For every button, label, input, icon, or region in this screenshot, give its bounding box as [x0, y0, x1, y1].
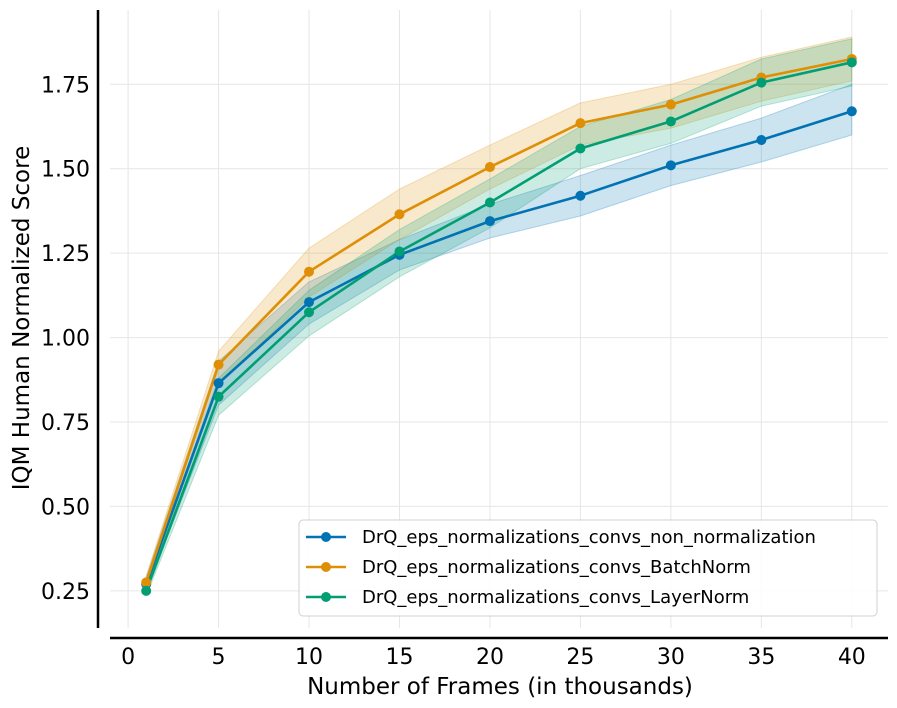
series-point-2 [141, 585, 152, 596]
series-point-0 [846, 106, 857, 117]
x-axis-label: Number of Frames (in thousands) [307, 674, 693, 700]
legend-swatch-marker [321, 592, 331, 602]
series-point-2 [846, 57, 857, 68]
series-point-1 [484, 162, 495, 173]
x-tick-label: 20 [476, 645, 504, 670]
x-tick-label: 40 [838, 645, 866, 670]
series-point-2 [575, 143, 586, 154]
x-tick-label: 15 [385, 645, 413, 670]
series-point-0 [575, 190, 586, 201]
y-tick-label: 0.25 [41, 580, 90, 605]
series-point-0 [213, 378, 224, 389]
series-point-2 [665, 116, 676, 127]
series-point-1 [665, 99, 676, 110]
legend-swatch-marker [321, 532, 331, 542]
legend-entry-label: DrQ_eps_normalizations_convs_LayerNorm [362, 587, 749, 608]
series-point-1 [394, 209, 405, 220]
x-tick-label: 5 [212, 645, 226, 670]
legend: DrQ_eps_normalizations_convs_non_normali… [298, 519, 878, 617]
series-band-1 [145, 36, 853, 590]
legend-entry-label: DrQ_eps_normalizations_convs_non_normali… [362, 527, 816, 548]
y-ticks: 0.25 0.50 0.75 1.00 1.25 1.50 1.75 [41, 73, 90, 605]
series-point-2 [394, 246, 405, 257]
series-point-2 [304, 307, 315, 318]
grid [110, 10, 888, 628]
series-point-1 [141, 577, 152, 588]
series-point-2 [756, 77, 767, 88]
y-tick-label: 1.50 [41, 158, 90, 183]
legend-entry-label: DrQ_eps_normalizations_convs_BatchNorm [362, 557, 751, 578]
series-point-2 [484, 197, 495, 208]
series-point-1 [304, 266, 315, 277]
y-tick-label: 0.75 [41, 411, 90, 436]
series-point-0 [484, 216, 495, 227]
legend-swatch-marker [321, 562, 331, 572]
series-point-1 [575, 118, 586, 129]
series-band-2 [145, 38, 853, 597]
x-ticks: 0 5 10 15 20 25 30 35 40 [121, 645, 866, 670]
x-tick-label: 10 [295, 645, 323, 670]
series-point-0 [304, 297, 315, 308]
series-markers [141, 53, 857, 596]
y-tick-label: 0.50 [41, 495, 90, 520]
x-tick-label: 30 [657, 645, 685, 670]
x-tick-label: 0 [121, 645, 135, 670]
y-tick-label: 1.25 [41, 242, 90, 267]
y-tick-label: 1.75 [41, 73, 90, 98]
series-point-1 [213, 359, 224, 370]
legend-frame [298, 519, 878, 617]
x-tick-label: 35 [747, 645, 775, 670]
x-tick-label: 25 [566, 645, 594, 670]
series-point-0 [665, 160, 676, 171]
confidence-bands [145, 36, 853, 597]
y-axis-label: IQM Human Normalized Score [9, 146, 35, 490]
series-point-0 [756, 135, 767, 146]
y-tick-label: 1.00 [41, 327, 90, 352]
series-point-2 [213, 391, 224, 402]
